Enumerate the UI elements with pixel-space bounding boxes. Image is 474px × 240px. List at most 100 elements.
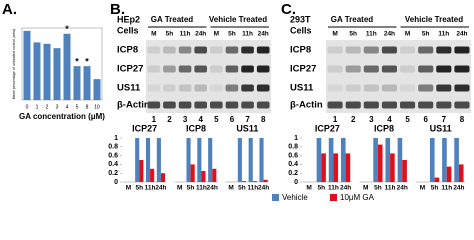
- lane-number: 4: [387, 115, 392, 124]
- bar: [190, 164, 195, 182]
- blot-band: [436, 65, 452, 73]
- lane-label: M: [151, 31, 156, 38]
- x-tick-label: 5h: [374, 185, 382, 192]
- x-tick-label: 10: [94, 104, 100, 110]
- panel-label: B.: [110, 1, 125, 18]
- blot-band: [256, 46, 270, 54]
- protein-label: ICP8: [117, 45, 138, 56]
- bar: [43, 43, 51, 100]
- blot-band: [418, 101, 434, 109]
- y-tick-label: 1: [114, 135, 118, 142]
- lane-number: 8: [261, 115, 266, 124]
- x-tick-label: 24h: [155, 185, 166, 192]
- blot-band: [178, 46, 192, 54]
- protein-label: US11: [117, 83, 141, 94]
- lane-number: 8: [460, 115, 465, 124]
- lane-number: 4: [198, 115, 203, 124]
- x-tick-label: M: [363, 185, 368, 192]
- blot-band: [225, 65, 239, 73]
- x-tick-label: 24h: [397, 185, 408, 192]
- blot-band: [163, 84, 176, 92]
- blot-band: [400, 46, 416, 54]
- bar: [390, 153, 395, 182]
- blot-band: [327, 65, 343, 73]
- x-tick-label: 24h: [207, 185, 218, 192]
- x-tick-label: 5h: [317, 185, 325, 192]
- blot-band: [225, 101, 239, 109]
- bar: [263, 179, 268, 182]
- x-tick-label: M: [177, 185, 182, 192]
- lane-label: 5h: [166, 31, 174, 38]
- blot-band: [454, 65, 470, 73]
- bar: [150, 168, 155, 182]
- bar: [160, 173, 166, 182]
- bar: [316, 138, 322, 182]
- lane-number: 5: [405, 115, 410, 124]
- lane-number: 1: [333, 115, 338, 124]
- annotation: *: [85, 57, 89, 67]
- y-tick-label: 0.6: [108, 152, 118, 159]
- blot-band: [178, 65, 192, 73]
- plot-area: [21, 27, 103, 101]
- y-tick-label: 0.8: [288, 144, 298, 151]
- cell-label: Cells: [117, 25, 139, 35]
- bar: [156, 138, 161, 182]
- x-tick-label: M: [420, 185, 425, 192]
- lane-label: 5h: [349, 31, 357, 38]
- y-tick-label: 0.4: [108, 161, 118, 168]
- bar: [197, 138, 202, 182]
- blot-band: [256, 84, 270, 92]
- blot-band: [178, 84, 192, 92]
- blot-band: [163, 46, 176, 54]
- lane-number: 2: [167, 115, 172, 124]
- x-tick-label: 11h: [328, 185, 339, 192]
- blot-band: [381, 101, 397, 109]
- blot-band: [363, 101, 379, 109]
- lane-number: 3: [369, 115, 374, 124]
- bar: [248, 138, 253, 182]
- blot-band: [194, 65, 207, 73]
- panel-label: A.: [2, 1, 17, 18]
- bar: [139, 160, 144, 182]
- blot-band: [381, 84, 397, 92]
- treatment-label: GA Treated: [331, 15, 373, 24]
- treatment-label: GA Treated: [151, 15, 193, 24]
- blot-band: [147, 101, 161, 109]
- bar: [345, 153, 351, 182]
- x-tick-label: 5h: [431, 185, 439, 192]
- treatment-label: Vehicle Treated: [405, 15, 463, 24]
- lane-label: 11h: [242, 31, 253, 38]
- group-title: ICP8: [186, 123, 206, 133]
- lane-number: 7: [245, 115, 250, 124]
- blot-band: [345, 65, 361, 73]
- x-tick-label: 11h: [441, 185, 452, 192]
- lane-label: M: [214, 31, 219, 38]
- bar: [434, 177, 440, 182]
- blot-band: [327, 84, 343, 92]
- protein-label: US11: [290, 83, 314, 94]
- lane-number: 2: [351, 115, 356, 124]
- bar: [145, 138, 151, 182]
- x-tick-label: M: [126, 185, 131, 192]
- lane-label: 11h: [438, 31, 449, 38]
- x-tick-label: 0: [26, 104, 29, 110]
- x-tick-label: 11h: [247, 185, 258, 192]
- x-tick-label: 2: [46, 104, 49, 110]
- blot-band: [436, 84, 452, 92]
- bar: [201, 171, 206, 182]
- bar: [208, 138, 213, 182]
- blot-band: [225, 46, 239, 54]
- blot-band: [454, 46, 470, 54]
- blot-band: [400, 84, 416, 92]
- blot-band: [400, 65, 416, 73]
- blot-band: [418, 46, 434, 54]
- legend-swatch: [272, 194, 279, 201]
- blot-band: [241, 84, 254, 92]
- blot-band: [210, 65, 223, 73]
- blot-band: [381, 65, 397, 73]
- y-axis-label: Mean percentage of untreated control (ar…: [12, 29, 16, 100]
- x-tick-label: 5: [76, 104, 79, 110]
- bar: [241, 181, 247, 182]
- bar: [340, 138, 346, 182]
- lane-label: 24h: [195, 31, 206, 38]
